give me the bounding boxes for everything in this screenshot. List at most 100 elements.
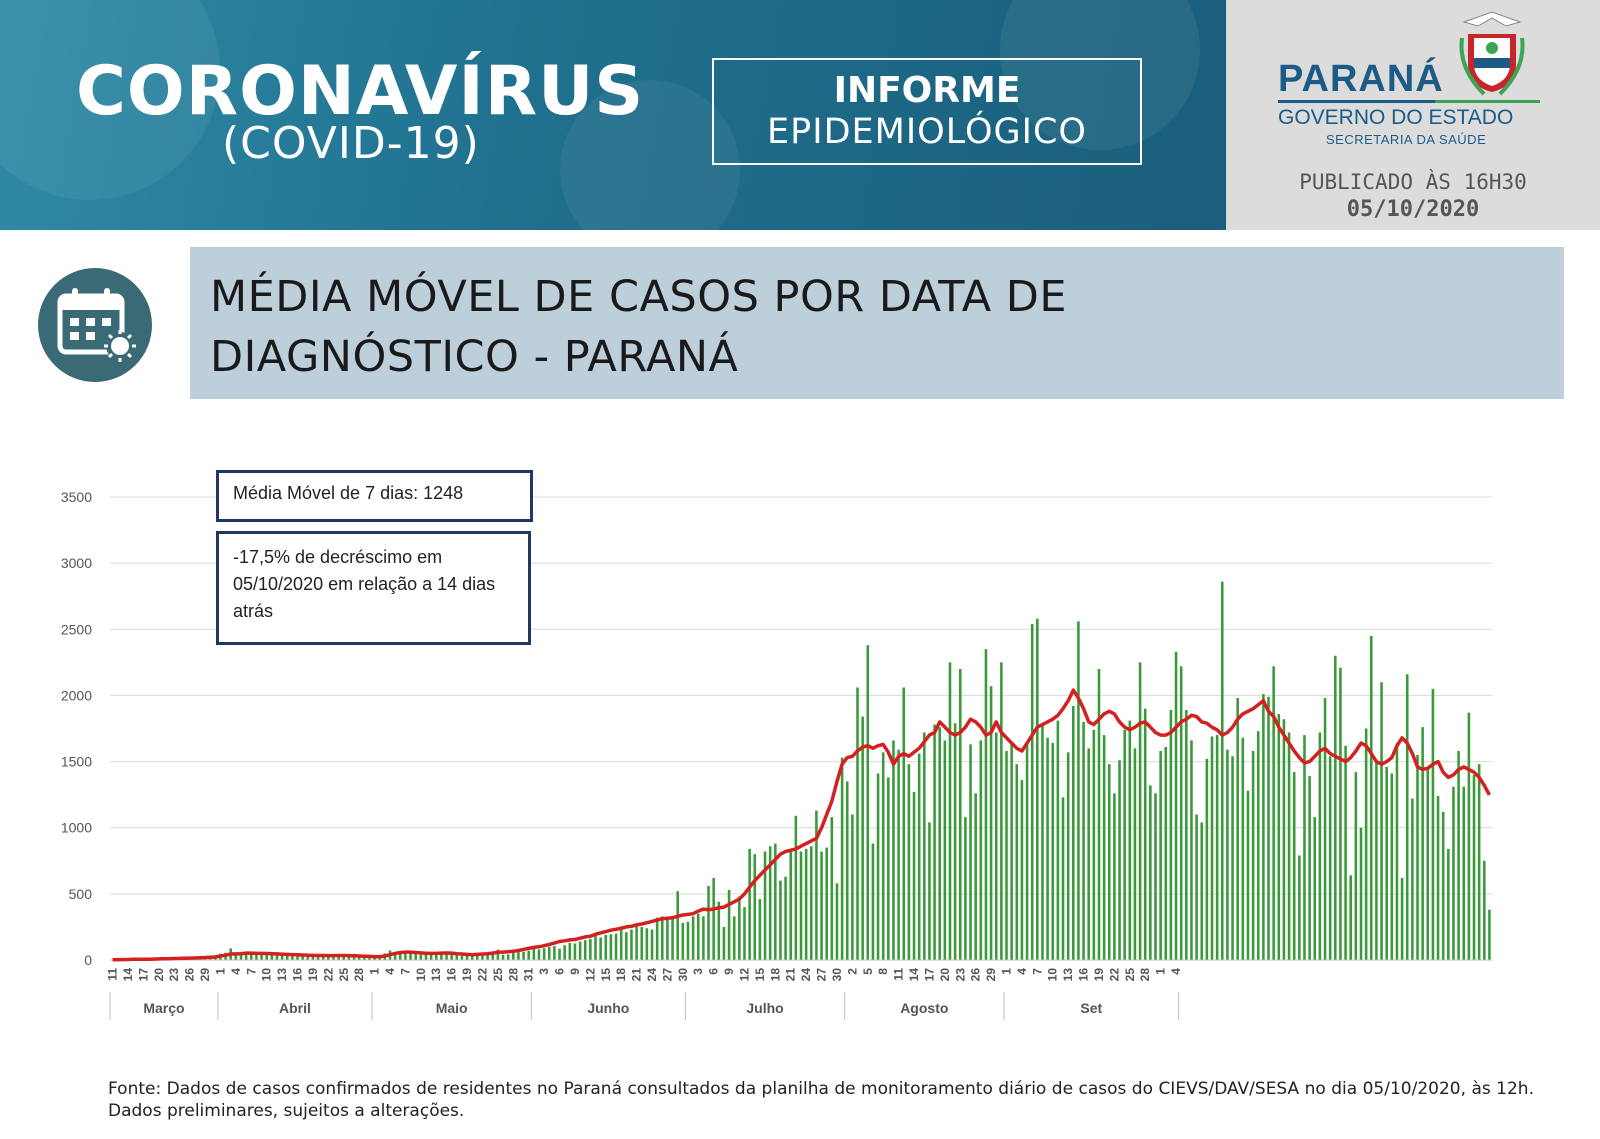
daily-cases-bar [542, 948, 546, 960]
daily-cases-bar [1292, 772, 1296, 960]
daily-cases-bar [1102, 735, 1106, 960]
daily-cases-bar [1411, 798, 1414, 960]
daily-cases-bar [1236, 698, 1239, 960]
daily-cases-bar [1113, 793, 1116, 960]
daily-cases-bar [1241, 737, 1245, 960]
x-tick-label: 7 [398, 968, 412, 975]
month-label: Abril [279, 1000, 311, 1016]
state-crest-icon [1459, 11, 1525, 96]
daily-cases-bar [1005, 750, 1008, 960]
daily-cases-bar [532, 948, 536, 960]
daily-cases-bar [1164, 747, 1168, 960]
daily-cases-bar [316, 956, 320, 960]
daily-cases-bar [1369, 635, 1373, 960]
daily-cases-bar [989, 686, 993, 960]
daily-cases-bar [1200, 822, 1204, 960]
daily-cases-bar [1149, 785, 1152, 960]
brand-subtitle: (COVID-19) [222, 118, 480, 169]
daily-cases-bar [748, 848, 751, 960]
daily-cases-bar [1143, 708, 1147, 960]
section-title-line1: MÉDIA MÓVEL DE CASOS POR DATA DE [210, 272, 1068, 322]
x-tick-label: 25 [337, 968, 351, 982]
daily-cases-bar [1272, 666, 1275, 960]
daily-cases-bar [825, 847, 828, 960]
daily-cases-bar [522, 951, 525, 960]
x-tick-label: 17 [922, 968, 936, 982]
daily-cases-bar [943, 740, 947, 960]
daily-cases-bar [830, 817, 834, 960]
daily-cases-bar [696, 913, 700, 960]
x-tick-label: 25 [491, 968, 505, 982]
x-tick-label: 1 [213, 968, 227, 975]
daily-cases-bar [845, 781, 849, 960]
daily-cases-bar [948, 662, 952, 960]
x-tick-label: 4 [229, 968, 243, 975]
x-tick-label: 7 [244, 968, 258, 975]
daily-cases-bar [285, 954, 289, 960]
x-tick-label: 21 [630, 968, 644, 982]
daily-cases-bar [902, 687, 906, 960]
month-label: Março [143, 1000, 184, 1016]
daily-cases-bar [434, 952, 438, 960]
government-panel: PARANÁ GOVERNO DO ESTADO SECRETARIA DA S… [1226, 0, 1600, 230]
daily-cases-bar [938, 727, 941, 960]
daily-cases-bar [429, 953, 433, 960]
daily-cases-bar [1056, 720, 1060, 960]
daily-cases-bar [1190, 740, 1193, 960]
daily-cases-bar [1349, 875, 1353, 960]
month-label: Junho [587, 1000, 629, 1016]
daily-cases-bar [440, 952, 443, 960]
daily-cases-bar [661, 916, 664, 960]
daily-cases-bar [393, 952, 397, 960]
daily-cases-bar [404, 951, 407, 960]
daily-cases-bar [1462, 786, 1466, 960]
x-tick-label: 11 [892, 968, 906, 981]
daily-cases-bar [1251, 750, 1255, 960]
daily-cases-bar [1118, 760, 1121, 960]
daily-cases-bar [923, 732, 926, 960]
daily-cases-bar [321, 954, 325, 960]
daily-cases-bar [1215, 735, 1219, 960]
daily-cases-bar [1246, 790, 1250, 960]
daily-cases-bar [445, 952, 448, 960]
daily-cases-bar [907, 764, 911, 960]
daily-cases-bar [1036, 618, 1039, 960]
y-tick-label: 0 [84, 952, 92, 968]
x-tick-label: 14 [121, 968, 135, 982]
x-tick-label: 13 [429, 968, 443, 982]
daily-cases-bar [1174, 651, 1178, 960]
published-label: PUBLICADO ÀS 16H30 [1299, 170, 1527, 194]
daily-cases-bar [578, 941, 582, 960]
daily-cases-bar [1097, 668, 1101, 960]
daily-cases-bar [912, 791, 916, 960]
daily-cases-bar [707, 885, 710, 960]
daily-cases-bar [1061, 797, 1065, 960]
daily-cases-bar [501, 954, 505, 960]
daily-cases-bar [1072, 706, 1075, 960]
x-tick-label: 18 [768, 968, 782, 982]
daily-cases-bar [332, 956, 335, 960]
daily-cases-bar [1477, 764, 1481, 960]
daily-cases-bar [558, 948, 561, 960]
daily-cases-bar [866, 645, 870, 960]
x-tick-label: 1 [368, 968, 382, 975]
daily-cases-bar [717, 901, 721, 960]
x-tick-label: 4 [1169, 968, 1183, 975]
daily-cases-bar [1452, 786, 1455, 960]
daily-cases-bar [476, 954, 479, 960]
daily-cases-bar [779, 880, 782, 960]
daily-cases-bar [758, 899, 762, 960]
daily-cases-bar [1431, 688, 1435, 960]
y-tick-label: 2000 [61, 687, 92, 703]
y-axis-tick-labels: 0 500 1000 1500 2000 2500 3000 3500 [61, 489, 92, 968]
daily-cases-bar [1385, 766, 1388, 960]
daily-cases-bar [491, 953, 495, 960]
daily-cases-bar [887, 777, 890, 960]
daily-cases-bar [506, 954, 510, 960]
y-tick-label: 2500 [61, 621, 92, 637]
daily-cases-bar [1159, 750, 1162, 960]
daily-cases-bar [1334, 655, 1337, 960]
daily-cases-bar [517, 952, 520, 960]
daily-cases-bar [763, 851, 767, 960]
